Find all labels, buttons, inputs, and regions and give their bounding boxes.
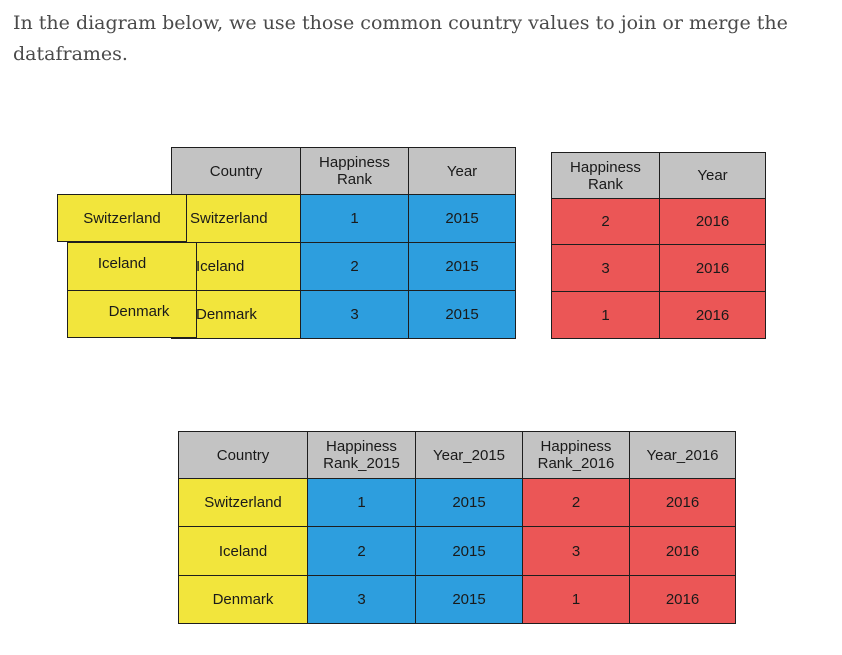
t2015-header-country: Country: [171, 147, 301, 195]
merged-year-2015-cell: 2015: [415, 575, 523, 624]
merged-year-2016-cell: 2016: [629, 526, 736, 576]
t2016-rank-cell: 3: [551, 244, 660, 292]
t2015-header-year: Year: [408, 147, 516, 195]
t2015-header-rank: Happiness Rank: [300, 147, 409, 195]
merged-header-rank-2015: Happiness Rank_2015: [307, 431, 416, 479]
left-key-iceland: Iceland: [67, 242, 197, 291]
t2016-rank-cell: 1: [551, 291, 660, 339]
merged-header-rank-2016: Happiness Rank_2016: [522, 431, 630, 479]
t2016-year-cell: 2016: [659, 198, 766, 245]
t2016-year-cell: 2016: [659, 291, 766, 339]
merged-rank-2016-cell: 1: [522, 575, 630, 624]
merged-country-cell: Denmark: [178, 575, 308, 624]
merged-country-cell: Iceland: [178, 526, 308, 576]
merged-year-2016-cell: 2016: [629, 575, 736, 624]
t2015-rank-cell: 2: [300, 242, 409, 291]
t2015-rank-cell: 3: [300, 290, 409, 339]
merged-rank-2015-cell: 1: [307, 478, 416, 527]
merged-header-year-2015: Year_2015: [415, 431, 523, 479]
t2015-year-cell: 2015: [408, 290, 516, 339]
t2015-year-cell: 2015: [408, 194, 516, 243]
t2016-year-cell: 2016: [659, 244, 766, 292]
t2015-rank-cell: 1: [300, 194, 409, 243]
merged-year-2016-cell: 2016: [629, 478, 736, 527]
merged-year-2015-cell: 2015: [415, 478, 523, 527]
merged-country-cell: Switzerland: [178, 478, 308, 527]
t2016-header-rank: Happiness Rank: [551, 152, 660, 199]
merged-rank-2015-cell: 3: [307, 575, 416, 624]
t2015-year-cell: 2015: [408, 242, 516, 291]
t2016-header-year: Year: [659, 152, 766, 199]
merged-header-country: Country: [178, 431, 308, 479]
merged-rank-2016-cell: 3: [522, 526, 630, 576]
merged-year-2015-cell: 2015: [415, 526, 523, 576]
merged-rank-2016-cell: 2: [522, 478, 630, 527]
left-key-denmark: Denmark: [67, 290, 197, 338]
left-key-switzerland: Switzerland: [57, 194, 187, 242]
merged-header-year-2016: Year_2016: [629, 431, 736, 479]
t2015-country-cell: Switzerland: [171, 194, 301, 243]
t2016-rank-cell: 2: [551, 198, 660, 245]
merged-rank-2015-cell: 2: [307, 526, 416, 576]
intro-paragraph: In the diagram below, we use those commo…: [13, 12, 788, 65]
